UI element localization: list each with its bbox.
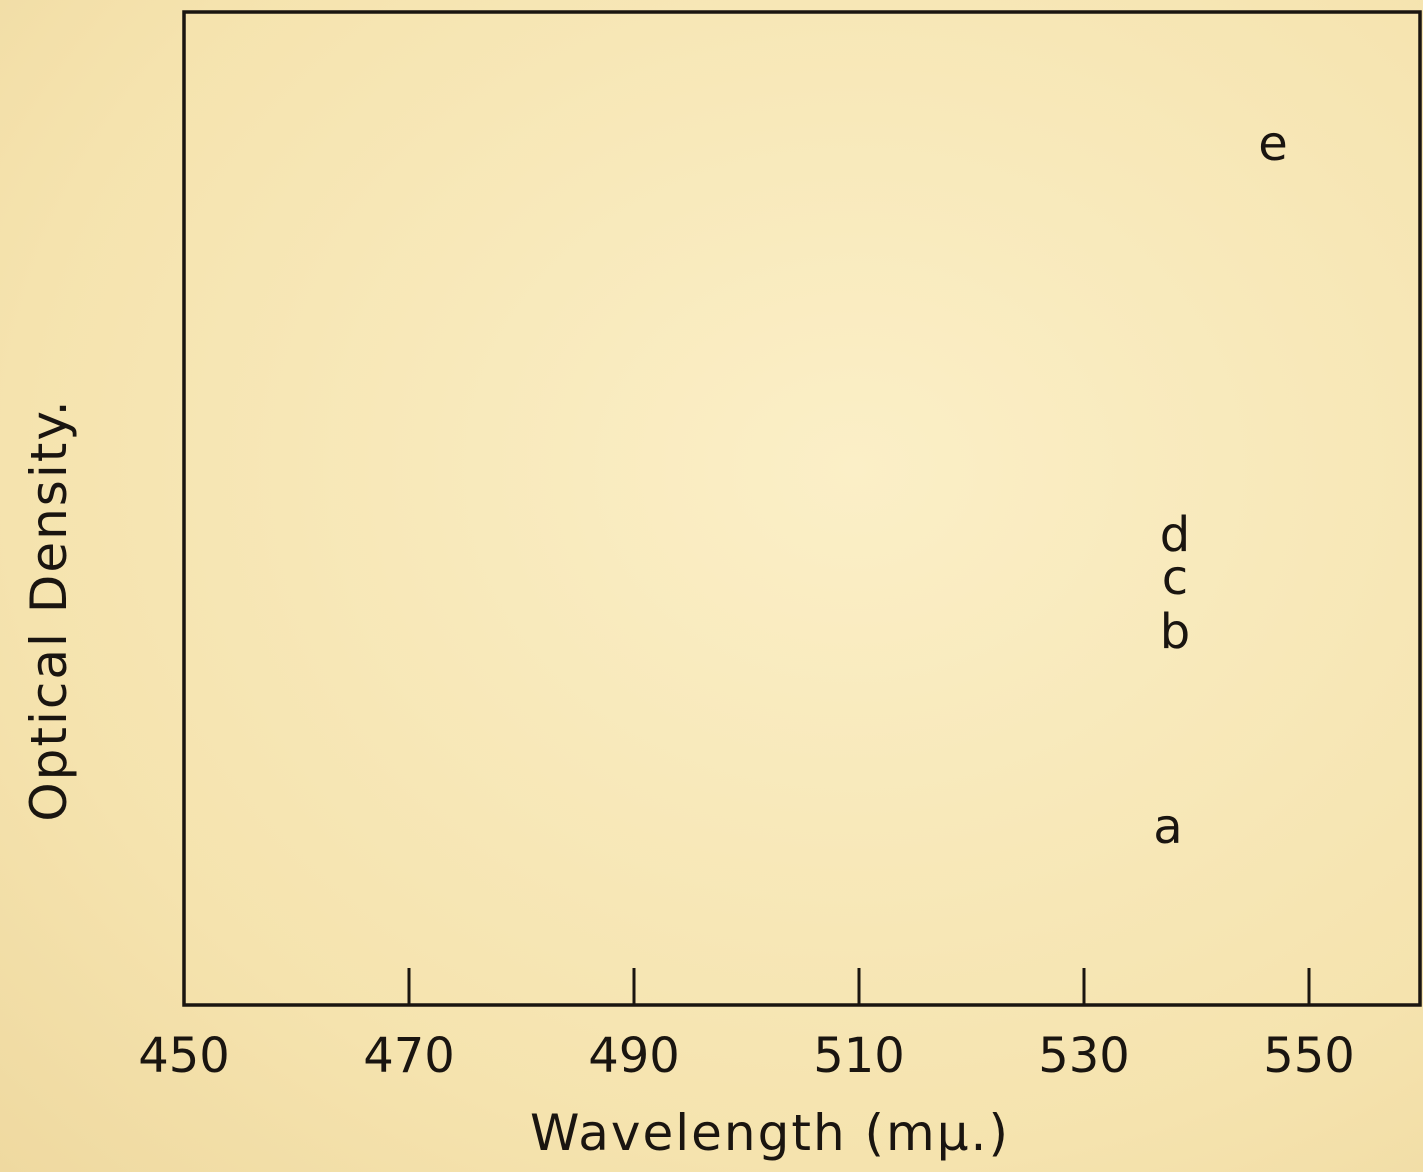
plot-frame (182, 10, 1422, 1007)
y-axis-title: Optical Density. (20, 398, 78, 821)
x-tick-label: 530 (1038, 1028, 1130, 1084)
x-axis-title: Wavelength (mμ.) (530, 1104, 1010, 1162)
series-label-d: d (1160, 507, 1190, 563)
x-tick-label: 470 (363, 1028, 455, 1084)
x-tick-label: 510 (813, 1028, 905, 1084)
series-label-a: a (1153, 799, 1182, 855)
x-tick-label: 490 (588, 1028, 680, 1084)
x-tick-label: 450 (138, 1028, 230, 1084)
x-tick-label: 550 (1263, 1028, 1355, 1084)
series-label-e: e (1258, 116, 1288, 172)
series-label-c: c (1162, 550, 1188, 606)
series-label-b: b (1160, 604, 1190, 660)
